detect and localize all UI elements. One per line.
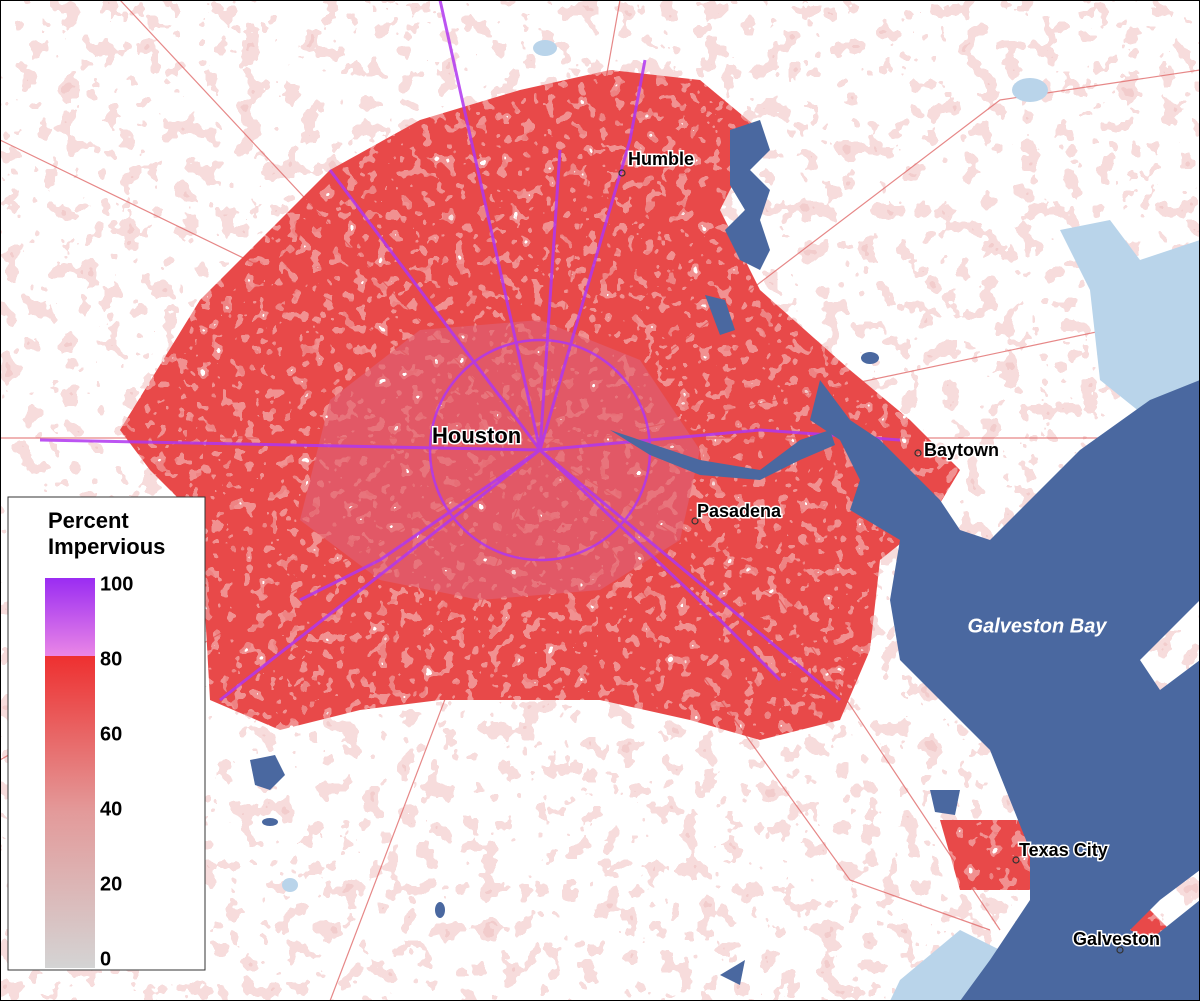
water	[250, 120, 1200, 1001]
legend-title: Percent	[48, 508, 129, 533]
city-label: Houston	[432, 423, 521, 448]
legend-title: Impervious	[48, 534, 165, 559]
water-label: Galveston Bay	[968, 615, 1108, 637]
legend-tick-label: 0	[100, 948, 111, 970]
city-label: Texas City	[1019, 840, 1108, 860]
city-label: Baytown	[924, 440, 999, 460]
city-label: Humble	[628, 149, 694, 169]
legend-color-ramp	[45, 578, 95, 968]
city-label: Pasadena	[697, 501, 782, 521]
city-markers	[618, 169, 1124, 954]
legend-tick-label: 40	[100, 798, 122, 820]
highways	[39, 0, 901, 702]
legend-tick-label: 80	[100, 648, 122, 670]
legend-tick-label: 60	[100, 723, 122, 745]
legend-tick-label: 100	[100, 573, 133, 595]
city-label: Galveston	[1073, 929, 1160, 949]
legend-box	[7, 496, 206, 971]
legend: Percent Impervious 100 80 60 40 20 0	[7, 496, 206, 971]
urban-core	[300, 320, 700, 600]
legend-tick-label: 20	[100, 873, 122, 895]
